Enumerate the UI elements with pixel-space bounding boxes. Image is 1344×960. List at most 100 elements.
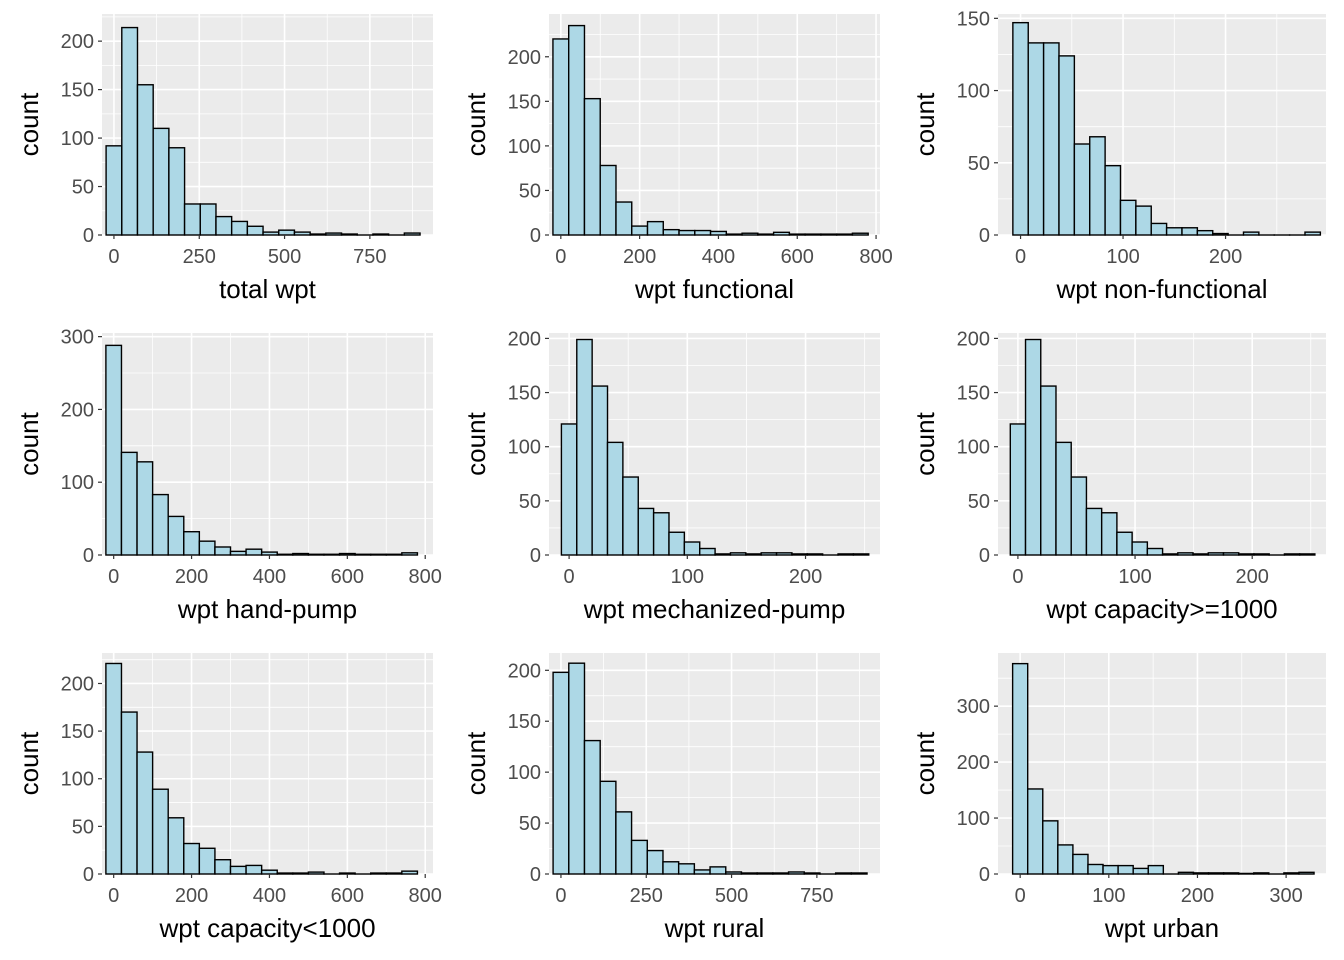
histogram-bar: [1177, 871, 1195, 875]
histogram-bar: [652, 512, 670, 556]
histogram-bar: [1165, 227, 1183, 236]
histogram-bar: [709, 230, 728, 236]
x-axis-title: wpt urban: [1104, 913, 1219, 943]
histogram-bar: [245, 548, 263, 556]
x-tick-label: 200: [175, 566, 208, 588]
histogram-bar: [307, 553, 325, 556]
y-tick-label: 150: [508, 383, 541, 405]
histogram-panel-3: 0 100 200 0 50 100 150 wpt non-functional count: [910, 8, 1326, 304]
histogram-bar: [215, 215, 233, 236]
histogram-bar: [806, 553, 824, 556]
y-tick-label: 100: [61, 769, 94, 791]
histogram-bar: [552, 671, 570, 875]
histogram-bar: [1253, 553, 1270, 556]
y-tick-label: 200: [508, 660, 541, 682]
x-tick-label: 200: [1209, 246, 1242, 268]
y-tick-label: 50: [519, 180, 541, 202]
y-tick-label: 200: [61, 673, 94, 695]
histogram-bar: [214, 859, 232, 875]
histogram-bar: [1181, 227, 1199, 236]
histogram-bar: [1102, 864, 1119, 875]
histogram-bar: [775, 552, 793, 556]
histogram-bar: [229, 550, 247, 556]
histogram-bar: [788, 233, 806, 236]
histogram-bar: [552, 38, 570, 236]
x-tick-label: 0: [1012, 566, 1023, 588]
y-axis-title: count: [14, 411, 44, 475]
histogram-bar: [246, 225, 264, 236]
histogram-bar: [120, 451, 138, 556]
histogram-bar: [338, 552, 356, 556]
histogram-bar: [1040, 385, 1057, 556]
histogram-bar: [354, 553, 372, 556]
histogram-bar: [678, 229, 696, 236]
histogram-bar: [630, 839, 648, 875]
histogram-bar: [260, 869, 278, 875]
y-tick-label: 300: [61, 327, 94, 349]
histogram-bar: [646, 220, 664, 236]
histogram-bar: [1072, 853, 1089, 875]
histogram-bar: [260, 551, 278, 556]
histogram-bar: [1104, 164, 1122, 236]
y-axis-title: count: [910, 92, 940, 156]
histogram-bar: [714, 553, 732, 556]
x-tick-label: 400: [702, 246, 735, 268]
histogram-bar: [1070, 476, 1088, 556]
histogram-bar: [850, 872, 868, 875]
histogram-bar: [1253, 872, 1270, 875]
histogram-bar: [760, 552, 778, 556]
histogram-bar: [1132, 867, 1149, 875]
histogram-bar: [1042, 42, 1060, 236]
histogram-bar: [1119, 199, 1137, 236]
histogram-panel-2: 0 200 400 600 800 0 50 100 150 200 wpt functional c…: [461, 14, 893, 304]
histogram-bar: [369, 872, 387, 875]
y-tick-label: 50: [72, 177, 94, 199]
y-tick-label: 100: [508, 437, 541, 459]
x-tick-label: 400: [253, 885, 286, 907]
histogram-bar: [309, 233, 327, 236]
histogram-bar: [278, 229, 296, 236]
histogram-bar: [725, 871, 743, 875]
x-tick-label: 0: [555, 885, 566, 907]
y-tick-label: 0: [979, 864, 990, 886]
histogram-panel-7: 0 200 400 600 800 0 50 100 150 200 wpt capacity<10…: [14, 653, 442, 943]
y-tick-label: 200: [957, 752, 990, 774]
x-axis-title: total wpt: [219, 274, 317, 304]
histogram-bar: [120, 711, 138, 875]
histogram-bar: [662, 228, 680, 236]
y-tick-label: 100: [61, 472, 94, 494]
histogram-bar: [803, 872, 821, 875]
histogram-bar: [834, 872, 853, 875]
histogram-bar: [198, 540, 216, 556]
histogram-bar: [568, 662, 586, 875]
y-tick-label: 200: [508, 328, 541, 350]
x-tick-label: 300: [1269, 885, 1302, 907]
histogram-bar: [662, 861, 680, 875]
histogram-bar: [756, 872, 774, 875]
histogram-bar: [1192, 553, 1209, 556]
x-tick-label: 400: [253, 566, 286, 588]
y-axis-title: count: [910, 411, 940, 475]
histogram-bar: [136, 751, 154, 875]
histogram-bar: [668, 531, 686, 556]
histogram-bar: [325, 232, 343, 236]
histogram-bar: [1012, 21, 1029, 236]
y-tick-label: 0: [530, 864, 541, 886]
x-tick-label: 100: [671, 566, 704, 588]
histogram-bar: [1212, 232, 1229, 236]
histogram-bar: [787, 871, 805, 875]
histogram-bar: [646, 849, 664, 875]
y-tick-label: 50: [968, 153, 990, 175]
y-axis-title: count: [461, 411, 491, 475]
x-tick-label: 200: [789, 566, 822, 588]
y-tick-label: 50: [968, 491, 990, 513]
x-tick-label: 500: [715, 885, 748, 907]
x-axis-title: wpt rural: [664, 913, 765, 943]
histogram-panel-4: 0 200 400 600 800 0 100 200 300 wpt hand-pump coun…: [14, 327, 442, 624]
x-tick-label: 200: [1236, 566, 1269, 588]
y-tick-label: 0: [83, 864, 94, 886]
histogram-bar: [1283, 872, 1300, 875]
histogram-bar: [1222, 552, 1240, 556]
histogram-bar: [323, 553, 341, 556]
histogram-bar: [1085, 507, 1103, 556]
